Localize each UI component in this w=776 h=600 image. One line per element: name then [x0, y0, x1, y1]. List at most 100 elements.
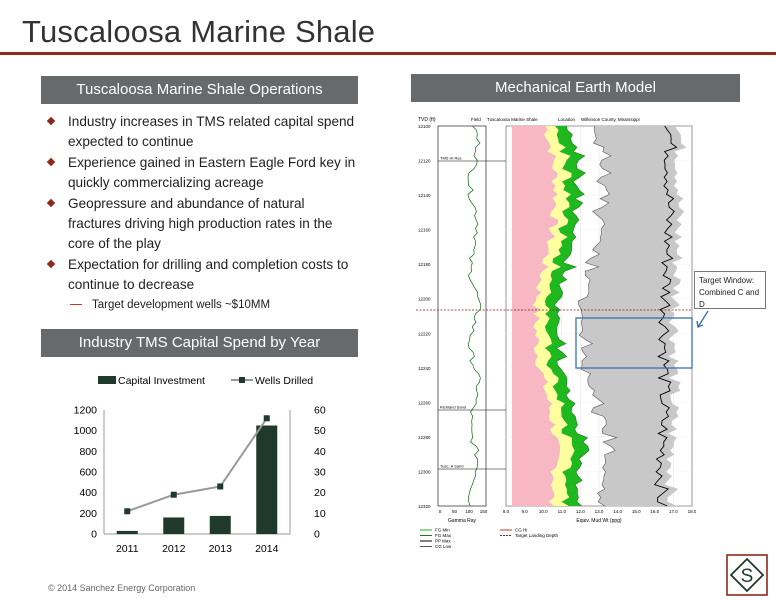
- dash-bullet-icon: [70, 304, 82, 306]
- bullet-text: Expectation for drilling and completion …: [68, 257, 349, 292]
- left-tick-label: 400: [79, 487, 97, 499]
- safe-window-fill: [532, 126, 575, 506]
- operations-header: Tuscaloosa Marine Shale Operations: [41, 76, 358, 104]
- mud-tick-label: 8.0: [503, 509, 510, 514]
- mem-legend-label: Target Landing Depth: [515, 533, 559, 538]
- right-tick-label: 10: [314, 508, 326, 520]
- callout-arrow-icon: [696, 310, 709, 328]
- legend-swatch-capital: [98, 376, 116, 384]
- gamma-tick-label: 50: [452, 509, 458, 514]
- formation-tops: TMS Hi Res Richland Sand Tusc. A Sand: [438, 156, 506, 470]
- callout-line-2: Combined C and D: [699, 288, 760, 309]
- right-tick-labels: 0 10 20 30 40 50 60: [314, 405, 326, 541]
- operations-bullet-list: Industry increases in TMS related capita…: [44, 112, 359, 296]
- mechanical-earth-model-figure: TVD (ft) Field Tuscaloosa Marine Shale L…: [416, 117, 696, 549]
- left-tick-label: 200: [79, 508, 97, 520]
- left-tick-label: 0: [91, 529, 97, 541]
- company-logo: S: [726, 554, 768, 596]
- depth-tick-label: 12300: [418, 469, 431, 474]
- legend-label-capital: Capital Investment: [118, 375, 205, 387]
- mem-legend-label: CG Hi: [515, 528, 527, 533]
- pore-pressure-fill: [512, 126, 561, 506]
- capex-chart: Capital Investment Wells Drilled 0 200 400…: [74, 375, 326, 555]
- capital-bar: [209, 515, 231, 534]
- gamma-ray-curve: [467, 125, 482, 507]
- left-tick-label: 1000: [74, 425, 98, 437]
- formation-top-label: Richland Sand: [440, 405, 466, 410]
- wells-drilled-point: [170, 491, 177, 498]
- mem-legend-label: FG Max: [435, 533, 452, 538]
- target-window-callout: Target Window: Combined C and D: [694, 271, 766, 309]
- wells-drilled-point: [217, 483, 224, 490]
- depth-tick-label: 12220: [418, 331, 431, 336]
- depth-tick-label: 12160: [418, 228, 431, 233]
- gamma-tick-label: 100: [465, 509, 473, 514]
- formation-top-label: Tusc. A Sand: [440, 464, 463, 469]
- gamma-ray-axis-label: Gamma Ray: [448, 518, 477, 524]
- logo-diamond: [729, 557, 765, 593]
- copyright-footer: © 2014 Sanchez Energy Corporation: [48, 583, 196, 593]
- cg-hi-curve: [653, 125, 678, 507]
- formation-label: Tuscaloosa Marine Shale: [487, 117, 538, 122]
- mud-tick-label: 11.0: [558, 509, 567, 514]
- diamond-bullet-icon: [46, 157, 56, 167]
- bullet-item: Industry increases in TMS related capita…: [44, 112, 359, 152]
- collapse-gradient-fill: [578, 126, 687, 506]
- mud-tick-label: 10.0: [539, 509, 548, 514]
- depth-tick-label: 12280: [418, 435, 431, 440]
- right-tick-label: 0: [314, 529, 320, 541]
- location-label: Location: [558, 117, 576, 122]
- mud-tick-label: 15.0: [632, 509, 641, 514]
- fg-max-curve: [553, 125, 590, 507]
- capital-bar: [116, 530, 138, 534]
- capex-header: Industry TMS Capital Spend by Year: [41, 329, 358, 357]
- diamond-bullet-icon: [46, 259, 56, 269]
- mud-weight-axis-label: Equiv. Mud Wt (ppg): [576, 518, 622, 524]
- mud-tick-label: 9.0: [521, 509, 528, 514]
- gamma-tick-label: 150: [480, 509, 488, 514]
- right-tick-label: 30: [314, 467, 326, 479]
- tvd-label: TVD (ft): [418, 117, 436, 123]
- wells-drilled-points: [124, 415, 270, 515]
- x-tick-labels: 2011 2012 2013 2014: [116, 543, 279, 555]
- x-tick-label: 2011: [116, 543, 139, 555]
- depth-tick-label: 12120: [418, 159, 431, 164]
- location-value: Wilkinson County, Mississippi: [581, 117, 640, 122]
- x-tick-label: 2014: [255, 543, 279, 555]
- mem-legend-label: PP Max: [435, 539, 451, 544]
- right-tick-label: 50: [314, 425, 326, 437]
- wells-drilled-point: [124, 508, 131, 515]
- callout-line-1: Target Window:: [699, 276, 755, 285]
- field-label: Field: [471, 117, 481, 122]
- mud-tick-label: 13.0: [595, 509, 604, 514]
- capital-bar: [256, 425, 278, 534]
- x-tick-label: 2012: [162, 543, 186, 555]
- sub-bullet: Target development wells ~$10MM: [70, 299, 270, 311]
- left-tick-label: 600: [79, 467, 97, 479]
- capital-bar: [163, 517, 185, 534]
- depth-tick-label: 12140: [418, 193, 431, 198]
- slide-title: Tuscaloosa Marine Shale: [22, 14, 376, 49]
- gamma-ray-track: [437, 125, 487, 507]
- wells-drilled-point: [263, 415, 270, 422]
- depth-tick-label: 12260: [418, 400, 431, 405]
- legend-label-wells: Wells Drilled: [255, 375, 313, 387]
- log-curves: [467, 125, 678, 507]
- capital-bars: [116, 425, 278, 534]
- title-divider: [0, 52, 776, 55]
- cg-low-curve: [577, 125, 618, 507]
- bullet-text: Industry increases in TMS related capita…: [68, 114, 355, 149]
- mem-header: Mechanical Earth Model: [411, 74, 740, 102]
- target-window-box: [575, 317, 693, 369]
- chart-legend: Capital Investment Wells Drilled: [98, 375, 313, 387]
- mud-tick-label: 16.0: [650, 509, 659, 514]
- wells-drilled-line: [126, 417, 268, 513]
- bullet-item: Experience gained in Eastern Eagle Ford …: [44, 153, 359, 193]
- left-tick-label: 1200: [74, 405, 98, 417]
- sub-bullet-text: Target development wells ~$10MM: [92, 299, 271, 311]
- left-tick-labels: 0 200 400 600 800 1000 1200: [74, 405, 98, 541]
- bullet-text: Geopressure and abundance of natural fra…: [68, 196, 333, 251]
- depth-tick-label: 12200: [418, 297, 431, 302]
- mud-tick-label: 18.0: [688, 509, 696, 514]
